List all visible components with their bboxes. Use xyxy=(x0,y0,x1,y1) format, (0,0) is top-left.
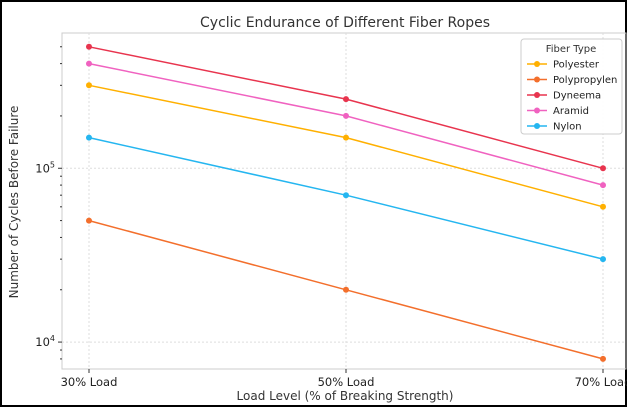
y-axis-label: Number of Cycles Before Failure xyxy=(7,106,21,299)
chart-title: Cyclic Endurance of Different Fiber Rope… xyxy=(200,15,490,31)
data-point-polypropylen xyxy=(86,217,92,224)
data-point-aramid xyxy=(600,182,606,189)
data-point-dyneema xyxy=(86,43,92,50)
plot-area xyxy=(61,32,627,370)
data-point-nylon xyxy=(600,256,606,263)
legend-label-dyneema: Dyneema xyxy=(553,91,601,102)
series-lines xyxy=(86,43,606,362)
y-tick-label: 105 xyxy=(35,160,55,175)
legend-items: Polyester Polypropylen Dyneema Aramid Nylon xyxy=(527,60,617,133)
legend-marker-aramid xyxy=(534,107,540,114)
legend-marker-nylon xyxy=(534,123,540,129)
legend: Fiber Type Polyester Polypropylen Dyneema A… xyxy=(520,38,623,135)
legend-marker-polypropylen xyxy=(534,76,540,83)
data-point-aramid xyxy=(343,112,349,119)
legend-label-polypropylen: Polypropylen xyxy=(553,75,617,86)
data-point-polyester xyxy=(86,82,92,89)
x-tick-label: 30% Load xyxy=(61,375,118,389)
legend-title: Fiber Type xyxy=(546,44,597,55)
data-point-dyneema xyxy=(343,96,349,103)
grid-lines xyxy=(62,33,626,369)
data-point-nylon xyxy=(86,134,92,141)
data-point-polypropylen xyxy=(343,286,349,293)
data-point-polyester xyxy=(600,203,606,210)
data-point-polyester xyxy=(343,134,349,141)
legend-label-nylon: Nylon xyxy=(553,122,582,133)
data-point-aramid xyxy=(86,60,92,67)
data-point-polypropylen xyxy=(600,355,606,362)
axis-ticks: 30% Load 50% Load 70% Load 104 105 xyxy=(35,46,627,389)
legend-label-polyester: Polyester xyxy=(553,60,600,71)
legend-label-aramid: Aramid xyxy=(553,106,589,117)
y-tick-label: 104 xyxy=(35,334,55,349)
legend-marker-polyester xyxy=(534,61,540,67)
data-point-dyneema xyxy=(600,165,606,172)
x-tick-label: 50% Load xyxy=(318,375,375,389)
data-point-nylon xyxy=(343,192,349,199)
x-tick-label: 70% Load xyxy=(575,375,627,389)
legend-marker-dyneema xyxy=(534,92,540,98)
x-axis-label: Load Level (% of Breaking Strength) xyxy=(237,389,454,403)
